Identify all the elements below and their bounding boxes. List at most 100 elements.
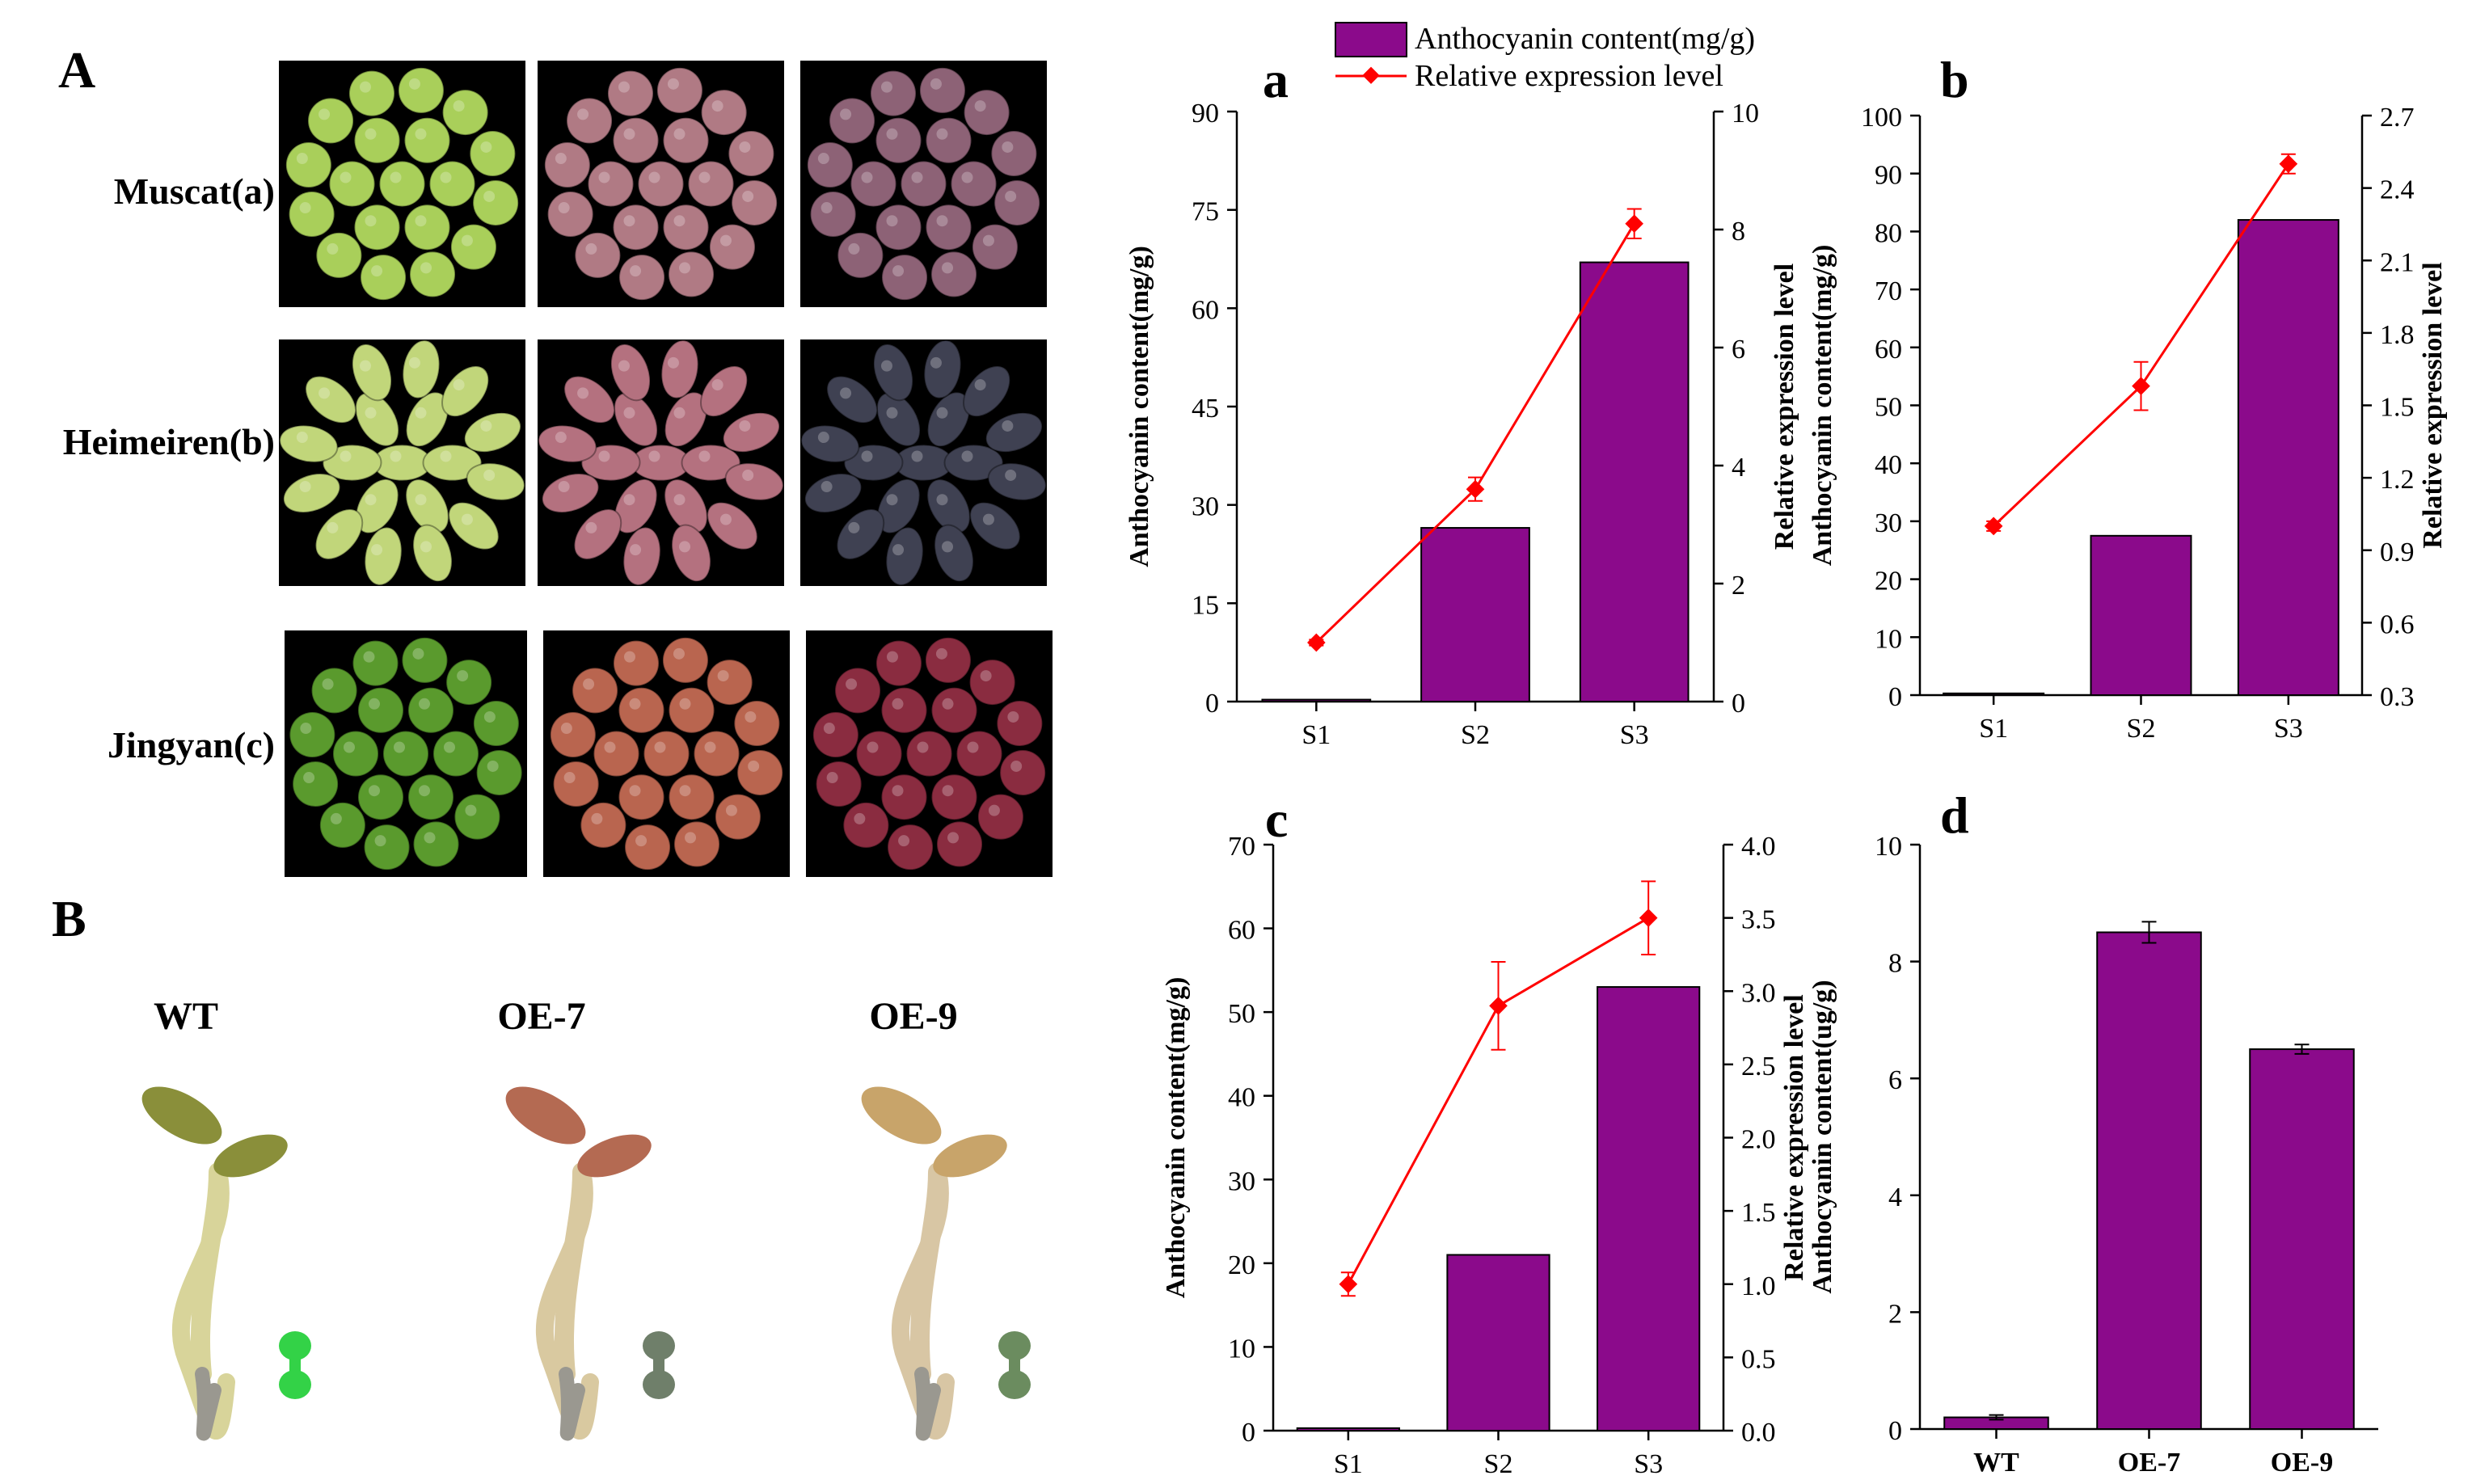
grape-berry — [364, 526, 403, 586]
chart-d: d 0 2 4 6 8 10 Anthocyanin content(ug/g) WT OE-7 O… — [1808, 786, 2378, 1478]
grape-highlight — [300, 723, 312, 735]
grape-highlight — [719, 513, 732, 525]
grape-highlight — [630, 544, 642, 556]
grape-berry — [971, 223, 1019, 271]
grape-berry — [357, 774, 404, 821]
grape-highlight — [415, 407, 427, 419]
grape-berry — [289, 711, 336, 759]
grape-highlight — [419, 785, 430, 797]
grape-berry — [357, 686, 404, 734]
y2-tick-label: 1.5 — [1741, 1198, 1776, 1228]
x-tick-label: S1 — [1334, 1449, 1363, 1479]
grape-highlight — [457, 670, 469, 682]
grape-highlight — [371, 265, 383, 277]
grape-photo — [279, 339, 525, 586]
y-tick-label: 40 — [1228, 1083, 1255, 1113]
bar — [1597, 986, 1701, 1431]
grape-berry — [412, 524, 453, 583]
grape-berry — [661, 636, 709, 684]
grape-highlight — [673, 494, 686, 506]
grape-berry — [612, 116, 660, 164]
seedling-cotyledon-right — [213, 1134, 288, 1178]
grape-highlight — [867, 741, 879, 753]
grape-berry — [943, 444, 1004, 482]
grape-berry — [875, 639, 922, 687]
grape-cluster — [800, 339, 1047, 586]
grape-berry — [606, 70, 654, 117]
grape-berry — [432, 730, 479, 778]
seedling-hypocotyl — [554, 1162, 592, 1384]
grape-berry — [466, 462, 525, 501]
seed-bottom — [279, 1370, 311, 1399]
grape-highlight — [936, 128, 948, 140]
grape-highlight — [461, 513, 473, 525]
y2-axis-label: Relative expression level — [2418, 262, 2448, 548]
grape-highlight — [667, 78, 679, 90]
y-tick-label: 90 — [1192, 99, 1219, 129]
bar — [2249, 1048, 2355, 1431]
grape-highlight — [299, 202, 311, 214]
grape-highlight — [967, 741, 979, 753]
y2-axis-label: Relative expression level — [1770, 263, 1799, 550]
y-tick-label: 90 — [1875, 161, 1902, 191]
grape-highlight — [296, 153, 308, 165]
seedling-cotyledon-left — [861, 1086, 942, 1145]
y-tick-label: 0 — [1242, 1418, 1255, 1448]
grape-berry — [700, 89, 748, 137]
seedling-label-wt: WT — [153, 995, 218, 1038]
grape-berry — [668, 686, 715, 734]
grape-highlight — [917, 741, 929, 753]
grape-highlight — [408, 356, 420, 369]
grape-berry — [693, 730, 740, 778]
grape-highlight — [577, 108, 589, 120]
y-tick-label: 6 — [1888, 1065, 1902, 1095]
grape-highlight — [408, 78, 420, 90]
grape-berry — [987, 462, 1047, 501]
grape-highlight — [340, 171, 352, 183]
grape-highlight — [319, 387, 331, 399]
grape-berry — [668, 774, 715, 821]
y-tick-label: 10 — [1875, 832, 1902, 862]
grape-highlight — [685, 832, 697, 844]
seed-bottom — [998, 1370, 1031, 1399]
bar — [1420, 527, 1530, 702]
grape-berry — [876, 479, 921, 534]
grape-berry — [310, 667, 358, 715]
grape-berry — [664, 479, 708, 534]
grape-berry — [850, 160, 897, 208]
grape-berry — [445, 659, 493, 706]
y2-axis-label: Relative expression level — [1779, 994, 1809, 1280]
y2-tick-label: 0.9 — [2380, 538, 2415, 567]
grape-berry — [671, 524, 711, 583]
grape-berry — [731, 179, 778, 226]
y-tick-label: 0 — [1888, 1416, 1902, 1446]
grape-highlight — [742, 469, 754, 481]
grape-berry — [563, 375, 615, 424]
grape-highlight — [892, 544, 905, 556]
y2-tick-label: 10 — [1732, 99, 1759, 129]
grape-highlight — [892, 785, 904, 797]
y-tick-label: 60 — [1875, 335, 1902, 365]
grape-berry — [292, 761, 340, 808]
seedling-cotyledon-right — [933, 1134, 1007, 1178]
grape-berry — [728, 129, 775, 177]
grape-berry — [985, 411, 1043, 453]
grape-highlight — [618, 360, 630, 372]
seed-waist — [1009, 1354, 1020, 1378]
grape-highlight — [679, 541, 691, 553]
seedling-cotyledon-right — [577, 1134, 652, 1178]
grape-cluster — [549, 636, 784, 871]
grape-berry — [546, 191, 594, 238]
grape-highlight — [886, 128, 898, 140]
grape-berry — [319, 801, 366, 849]
grape-highlight — [623, 651, 635, 663]
grape-highlight — [635, 835, 648, 847]
grape-highlight — [365, 128, 377, 140]
grape-highlight — [623, 128, 635, 140]
grape-highlight — [911, 171, 923, 183]
grape-berry — [403, 204, 451, 251]
grape-berry — [812, 711, 859, 759]
grape-highlight — [1002, 419, 1014, 432]
grape-highlight — [711, 379, 723, 391]
grape-highlight — [817, 432, 829, 444]
